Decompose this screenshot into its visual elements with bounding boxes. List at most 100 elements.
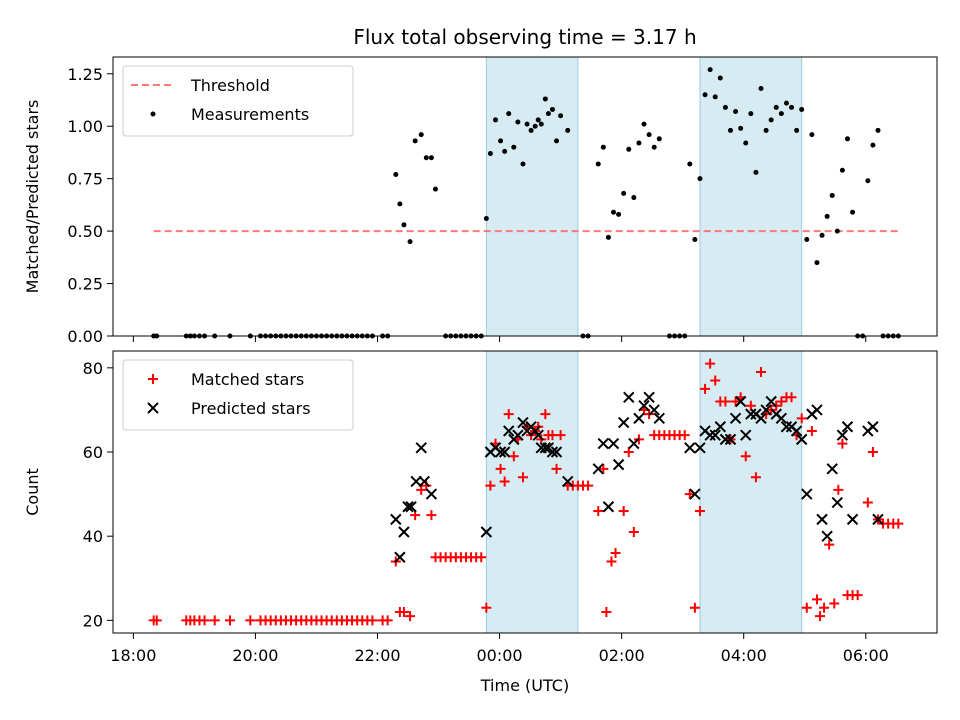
- legend-label: Threshold: [190, 76, 270, 95]
- data-point: [816, 513, 828, 526]
- series-1: [390, 391, 884, 563]
- shaded-span: [485, 56, 579, 337]
- data-point: [597, 437, 610, 450]
- data-point: [795, 433, 808, 446]
- y-tick-label: 0.75: [67, 170, 103, 189]
- data-point: [846, 513, 859, 526]
- data-point: [704, 429, 716, 441]
- data-point: [811, 404, 823, 416]
- y-tick-label: 60: [83, 443, 103, 462]
- data-point: [601, 606, 612, 617]
- data-point: [562, 475, 574, 488]
- data-point: [740, 451, 751, 462]
- data-point: [405, 501, 417, 513]
- bottom-panel: 20 40 60 80 18:00 20:00 22:00 00:00 02:00 04:00 06…: [23, 350, 938, 695]
- data-point: [893, 518, 904, 529]
- data-point: [789, 104, 795, 110]
- data-point: [775, 412, 788, 425]
- data-point: [605, 234, 611, 240]
- legend-label: Measurements: [191, 105, 309, 124]
- data-point: [750, 472, 761, 483]
- data-point: [517, 472, 528, 483]
- data-point: [862, 497, 873, 508]
- data-point: [554, 138, 560, 144]
- data-point: [850, 209, 856, 215]
- data-point: [753, 169, 759, 175]
- data-point: [480, 526, 493, 538]
- data-point: [412, 138, 418, 144]
- shaded-span: [485, 350, 579, 634]
- y-tick-label: 0.00: [67, 327, 103, 346]
- data-point: [415, 442, 427, 454]
- data-point: [836, 429, 849, 441]
- data-point: [712, 94, 718, 100]
- data-point: [546, 446, 559, 458]
- data-point: [872, 513, 884, 526]
- data-point: [729, 412, 742, 425]
- data-point: [724, 433, 737, 446]
- y-tick-label: 1.00: [67, 117, 103, 136]
- y-tick-label: 40: [83, 527, 103, 546]
- data-point: [811, 594, 822, 605]
- data-point: [602, 501, 615, 513]
- data-point: [398, 606, 409, 617]
- legend: Threshold Measurements: [122, 65, 354, 137]
- data-point: [819, 602, 830, 613]
- data-point: [487, 150, 493, 156]
- data-point: [809, 132, 815, 138]
- data-point: [494, 446, 507, 458]
- data-point: [610, 548, 621, 559]
- data-point: [483, 216, 489, 222]
- data-point: [401, 222, 407, 228]
- data-point: [539, 442, 552, 454]
- data-point: [651, 144, 657, 150]
- data-point: [833, 484, 844, 495]
- data-point: [852, 590, 863, 601]
- data-point: [492, 117, 498, 123]
- data-point: [476, 552, 487, 563]
- data-point: [623, 447, 634, 458]
- y-tick-label: 0.25: [67, 275, 103, 294]
- data-point: [224, 615, 235, 626]
- data-point: [425, 488, 438, 500]
- data-point: [719, 433, 732, 446]
- data-point: [628, 526, 639, 537]
- data-point: [503, 425, 515, 437]
- chart-title: Flux total observing time = 3.17 h: [353, 25, 696, 49]
- data-point: [819, 232, 825, 238]
- data-point: [745, 408, 757, 420]
- data-point: [824, 539, 835, 550]
- data-point: [595, 161, 601, 167]
- data-point: [684, 442, 696, 454]
- data-point: [398, 526, 410, 538]
- data-point: [790, 425, 803, 437]
- data-point: [600, 144, 606, 150]
- data-point: [623, 391, 635, 404]
- data-point: [508, 451, 519, 462]
- data-point: [245, 615, 256, 626]
- x-tick-label: 04:00: [721, 646, 767, 665]
- data-point: [738, 125, 744, 131]
- data-point: [734, 395, 747, 408]
- data-point: [824, 213, 830, 219]
- data-point: [616, 211, 622, 217]
- data-point: [786, 392, 797, 403]
- data-point: [428, 155, 434, 161]
- data-point: [598, 463, 609, 474]
- data-point: [844, 136, 850, 142]
- data-point: [532, 429, 544, 441]
- data-point: [542, 96, 548, 102]
- data-point: [633, 412, 645, 425]
- data-point: [410, 475, 422, 488]
- data-point: [390, 513, 402, 526]
- data-point: [720, 396, 731, 407]
- data-point: [498, 138, 504, 144]
- data-point: [646, 132, 652, 138]
- x-tick-label: 00:00: [477, 646, 523, 665]
- data-point: [481, 602, 492, 613]
- data-point: [606, 556, 617, 567]
- data-point: [700, 383, 711, 394]
- data-point: [549, 106, 555, 112]
- data-point: [558, 113, 564, 119]
